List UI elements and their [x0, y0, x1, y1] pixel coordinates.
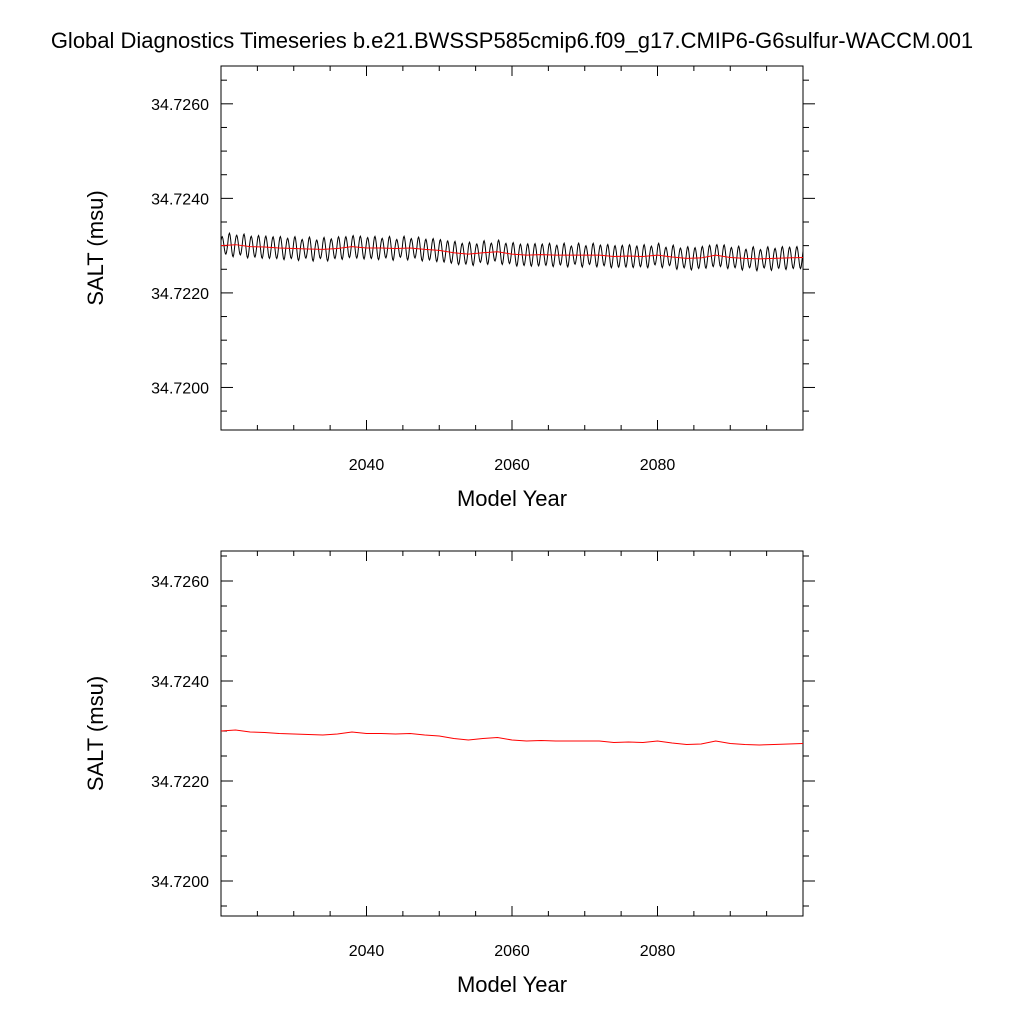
series-line-annual-mean: [221, 729, 803, 746]
x-tick-label: 2040: [349, 457, 385, 474]
x-tick-label: 2080: [640, 943, 676, 960]
x-tick-label: 2080: [640, 457, 676, 474]
y-tick-label: 34.7240: [151, 191, 209, 208]
y-tick-label: 34.7200: [151, 874, 209, 891]
y-tick-label: 34.7220: [151, 286, 209, 303]
series-line-annual-mean: [221, 244, 803, 260]
chart-panel-bottom: 2040 2060 2080 34.7200 34.7220 34.7240 34.7260…: [83, 550, 815, 997]
y-axis-label: SALT (msu): [83, 676, 108, 791]
series-line-monthly: [221, 231, 803, 273]
chart-panel-top: 2040 2060 2080 34.7200 34.7220 34.7240 34.7260…: [83, 65, 815, 511]
y-tick-label: 34.7260: [151, 97, 209, 114]
page-title: Global Diagnostics Timeseries b.e21.BWSS…: [50, 28, 974, 53]
x-tick-label: 2040: [349, 943, 385, 960]
y-tick-label: 34.7200: [151, 380, 209, 397]
x-tick-label: 2060: [494, 457, 530, 474]
y-axis-label: SALT (msu): [83, 190, 108, 305]
x-tick-label: 2060: [494, 943, 530, 960]
y-tick-label: 34.7260: [151, 574, 209, 591]
y-tick-label: 34.7240: [151, 674, 209, 691]
x-axis-label: Model Year: [457, 972, 567, 997]
y-tick-label: 34.7220: [151, 774, 209, 791]
plot-frame: [220, 550, 804, 917]
x-axis-label: Model Year: [457, 486, 567, 511]
